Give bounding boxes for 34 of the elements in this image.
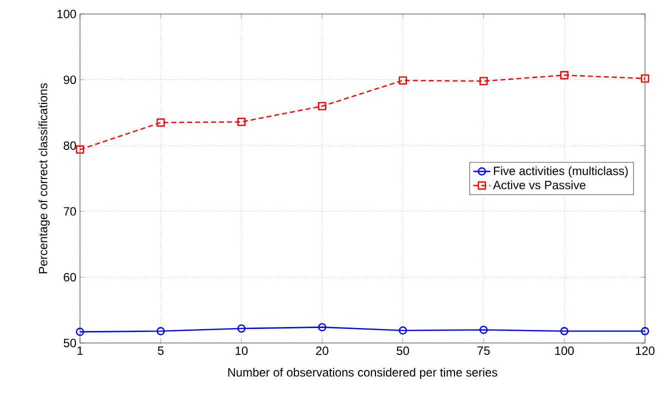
x-tick-label: 10: [236, 346, 248, 355]
y-axis-title: Percentage of correct classifications: [38, 83, 50, 274]
point: [156, 327, 165, 336]
x-tick-label: 50: [396, 346, 410, 355]
point: [76, 145, 84, 154]
point: [640, 74, 650, 83]
y-tick-label: 50: [64, 338, 76, 348]
point: [318, 323, 326, 332]
legend-label: Five activities (multiclass): [494, 166, 628, 178]
point: [479, 76, 488, 86]
point: [640, 327, 650, 336]
point: [560, 71, 568, 80]
point: [479, 326, 488, 334]
y-tick-label: 70: [64, 207, 76, 216]
point: [237, 118, 246, 126]
x-tick-label: 1: [78, 346, 83, 355]
x-tick-label: 20: [316, 346, 328, 355]
x-tick-label: 100: [555, 346, 574, 355]
legend-label: Active vs Passive: [493, 180, 586, 190]
point: [398, 326, 407, 335]
x-tick-label: 5: [158, 346, 164, 355]
y-tick-label: 80: [64, 141, 76, 150]
y-tick-label: 90: [64, 76, 76, 84]
x-tick-label: 120: [636, 346, 655, 355]
y-tick-label: 60: [64, 272, 76, 282]
point: [156, 118, 165, 127]
point: [398, 76, 407, 85]
point: [237, 324, 246, 333]
point: [76, 328, 84, 336]
y-tick-label: 100: [57, 10, 76, 18]
x-tick-label: 75: [478, 346, 490, 355]
x-axis-title: Number of observations considered per time series: [228, 368, 498, 379]
point: [560, 327, 568, 336]
point: [318, 102, 326, 110]
